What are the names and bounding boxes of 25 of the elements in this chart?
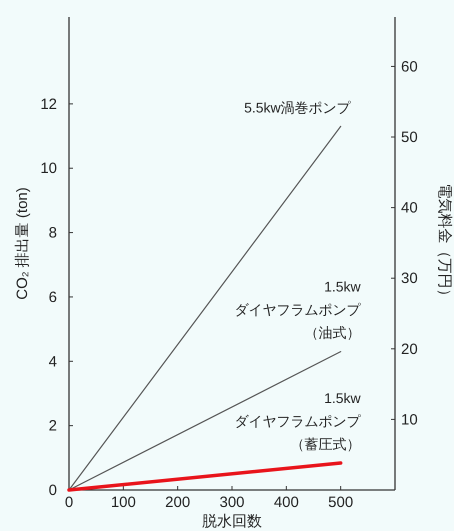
y2-tick-label: 50: [401, 129, 418, 146]
series-label: 1.5kw ダイヤフラムポンプ（蓄圧式）: [234, 390, 362, 452]
x-tick-label: 100: [110, 494, 136, 511]
y2-tick-label: 40: [401, 200, 418, 217]
y2-tick-label: 10: [401, 411, 418, 428]
x-axis-title: 脱水回数: [202, 513, 262, 530]
y2-axis-title: 電気料金（万円）: [436, 184, 453, 304]
y-axis-title: CO₂ 排出量 (ton): [14, 187, 31, 300]
x-tick-label: 300: [219, 494, 245, 511]
y-tick-label: 2: [48, 418, 57, 435]
y2-tick-label: 60: [401, 58, 418, 76]
y-tick-label: 0: [48, 482, 57, 499]
x-tick-label: 200: [165, 494, 190, 511]
y-tick-label: 10: [40, 160, 57, 178]
y-tick-label: 8: [48, 224, 57, 242]
y-tick-label: 6: [48, 288, 57, 306]
y-tick-label: 4: [48, 353, 57, 370]
series-label: 5.5kw渦巻ポンプ: [244, 99, 352, 116]
series-label: 1.5kw ダイヤフラムポンプ（油式）: [234, 278, 362, 341]
y2-tick-label: 20: [401, 340, 418, 358]
x-tick-label: 500: [328, 494, 354, 511]
y2-tick-label: 30: [401, 270, 418, 288]
x-tick-label: 0: [64, 494, 74, 511]
x-tick-label: 400: [274, 494, 299, 511]
y-tick-label: 12: [40, 96, 57, 113]
